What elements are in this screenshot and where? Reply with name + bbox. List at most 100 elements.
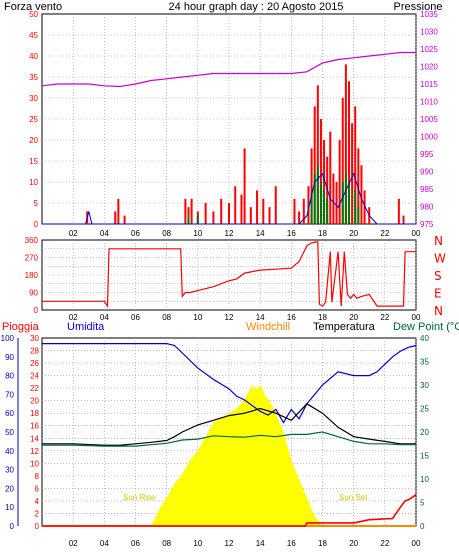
x-tick-label: 06 [131,229,140,238]
humidity-tick-label: 90 [5,353,14,362]
x-tick-label: 22 [380,229,389,238]
wind-tick-label: 40 [29,52,38,61]
x-tick-label: 12 [225,229,234,238]
x-tick-label: 04 [100,539,109,548]
x-tick-label: 00 [412,229,421,238]
x-tick-label: 02 [69,229,78,238]
x-tick-label: 12 [225,539,234,548]
x-tick-label: 10 [193,539,202,548]
pressure-tick-label: 985 [420,185,434,194]
direction-tick-label: 360 [25,236,39,245]
pressure-tick-label: 1030 [420,28,438,37]
x-tick-label: 16 [287,313,296,322]
rain-tick-label: 20 [30,397,39,406]
rain-tick-label: 26 [30,359,39,368]
dewpoint-tick-label: 40 [420,334,429,343]
rain-tick-label: 22 [30,384,39,393]
x-tick-label: 16 [287,539,296,548]
x-tick-label: 12 [225,313,234,322]
x-tick-label: 08 [162,313,171,322]
x-tick-label: 22 [380,313,389,322]
rain-tick-label: 8 [35,472,40,481]
humidity-tick-label: 60 [5,409,14,418]
x-tick-label: 04 [100,313,109,322]
legend-windchill: Windchill [246,321,290,333]
dewpoint-line [42,431,416,447]
pressure-tick-label: 1005 [420,115,438,124]
pressure-tick-label: 975 [420,220,434,229]
pressure-tick-label: 1035 [420,10,438,19]
rain-line [42,494,417,527]
rain-tick-label: 16 [30,422,39,431]
x-tick-label: 20 [349,313,358,322]
x-tick-label: 00 [412,313,421,322]
pressure-tick-label: 1020 [420,63,438,72]
solar-area [42,385,416,526]
rain-tick-label: 2 [35,509,40,518]
direction-tick-label: 0 [34,306,39,315]
legend-temperature: Temperatura [313,321,376,333]
chart-title: 24 hour graph day : 20 Agosto 2015 [169,1,344,13]
pressure-tick-label: 990 [420,168,434,177]
wind-tick-label: 20 [29,136,38,145]
direction-label: S [434,269,442,283]
x-tick-label: 08 [162,229,171,238]
dewpoint-tick-label: 25 [420,405,429,414]
legend-humidity: Umidita [67,321,105,333]
x-tick-label: 14 [256,313,265,322]
direction-tick-label: 90 [29,289,38,298]
direction-label: N [434,234,443,248]
humidity-tick-label: 70 [5,390,14,399]
x-tick-label: 04 [100,229,109,238]
direction-tick-label: 180 [25,271,39,280]
sunrise-label: Sun Rise [123,493,156,502]
rain-tick-label: 6 [35,484,40,493]
direction-tick-label: 270 [25,254,39,263]
x-tick-label: 20 [349,539,358,548]
humidity-tick-label: 30 [5,466,14,475]
x-tick-label: 18 [318,539,327,548]
rain-tick-label: 4 [35,497,40,506]
x-tick-label: 10 [193,313,202,322]
x-tick-label: 02 [69,539,78,548]
direction-label: N [434,304,443,318]
wind-tick-label: 25 [29,115,38,124]
x-tick-label: 02 [69,313,78,322]
avg-wind-line [42,172,416,225]
direction-label: E [434,287,442,301]
humidity-tick-label: 10 [5,503,14,512]
dewpoint-tick-label: 5 [420,499,425,508]
dewpoint-tick-label: 30 [420,381,429,390]
x-tick-label: 06 [131,539,140,548]
x-tick-label: 14 [256,539,265,548]
legend-rain: Pioggia [2,321,40,333]
wind-tick-label: 0 [34,220,39,229]
rain-tick-label: 18 [30,409,39,418]
x-tick-label: 14 [256,229,265,238]
x-tick-label: 08 [162,539,171,548]
wind-tick-label: 45 [29,31,38,40]
pressure-tick-label: 980 [420,203,434,212]
pressure-label: Pressione [394,1,443,13]
dewpoint-tick-label: 20 [420,428,429,437]
x-tick-label: 16 [287,229,296,238]
pressure-line [41,51,416,88]
rain-tick-label: 10 [30,459,39,468]
x-tick-label: 10 [193,229,202,238]
rain-tick-label: 24 [30,372,39,381]
solar-fill [42,385,416,526]
wind-label: Forza vento [4,1,62,13]
dewpoint-tick-label: 15 [420,452,429,461]
rain-tick-label: 28 [30,347,39,356]
series-lines [41,51,417,527]
x-tick-label: 18 [318,229,327,238]
x-tick-label: 00 [412,539,421,548]
dewpoint-tick-label: 10 [420,475,429,484]
sunset-label: Sun Set [339,493,368,502]
humidity-tick-label: 20 [5,484,14,493]
dewpoint-tick-label: 0 [420,522,425,531]
temperature-line [42,403,416,446]
